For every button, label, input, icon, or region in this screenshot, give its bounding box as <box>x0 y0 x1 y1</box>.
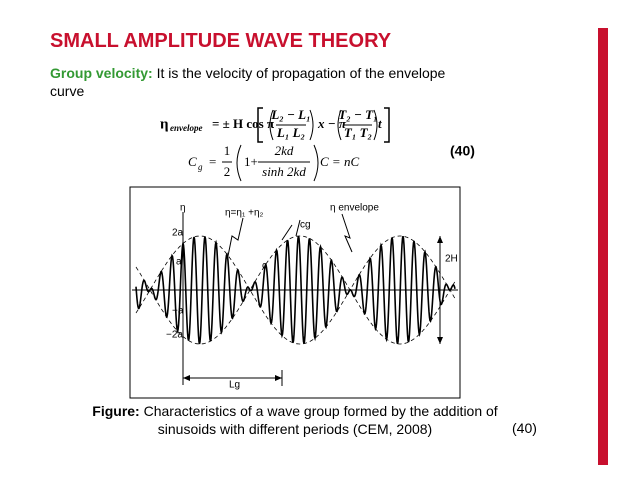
eq-numerator: T₂ − T₁ <box>338 107 377 122</box>
leader-line <box>227 213 353 257</box>
fig-label: η envelope <box>330 203 379 214</box>
equation-1: η envelope = ± H cos π L₂ − L₁ L₁ L₂ x −… <box>160 107 390 143</box>
fig-label: η <box>180 203 186 214</box>
equation-number: (40) <box>450 143 475 159</box>
envelope <box>135 235 456 345</box>
eq-denominator: 2 <box>224 164 231 179</box>
fig-label: −2a <box>166 330 183 341</box>
eq-text: x − π <box>317 116 347 131</box>
bracket <box>257 107 390 143</box>
eq-text: t <box>378 116 382 131</box>
wave-profile <box>135 235 456 345</box>
eq-numerator: L₂ − L₁ <box>270 107 310 122</box>
paren <box>236 144 319 182</box>
envelope <box>135 235 456 345</box>
eq-symbol: η <box>160 116 169 132</box>
caption-label: Figure: <box>92 403 140 419</box>
paren <box>269 109 378 141</box>
eq-subscript: envelope <box>170 123 202 133</box>
fig-label: 2a <box>172 228 184 239</box>
wave-group <box>135 235 456 345</box>
fig-label: η=η₁ +η₂ <box>225 208 264 219</box>
caption-number: (40) <box>512 420 537 436</box>
slide-title: SMALL AMPLITUDE WAVE THEORY <box>50 30 392 52</box>
eq-numerator: 1 <box>224 143 231 158</box>
figure-labels: η η=η₁ +η₂ cg η envelope 2a a −a −2a c 2… <box>166 203 458 391</box>
eq-numerator: 2kd <box>275 143 294 158</box>
intro: Group velocity: It is the velocity of pr… <box>50 64 480 100</box>
eq-symbol: C <box>188 154 197 169</box>
intro-label: Group velocity: <box>50 65 153 81</box>
eq-denominator: T₁ T₂ <box>344 125 372 140</box>
fig-label: 2H <box>445 254 458 265</box>
eq-denominator: sinh 2kd <box>262 164 306 179</box>
eq-subscript: g <box>198 162 203 172</box>
caption: Figure: Characteristics of a wave group … <box>70 402 520 438</box>
accent-bar <box>598 28 608 465</box>
intro-text: It is the velocity of propagation of the… <box>50 65 446 99</box>
fig-label: a <box>176 257 182 268</box>
fig-label: Lg <box>229 380 240 391</box>
fig-label: cg <box>300 220 311 231</box>
eq-text: 1+ <box>244 154 258 169</box>
eq-text: = <box>209 154 216 169</box>
eq-text: = ± H cos π <box>212 116 274 131</box>
fig-label: c <box>262 261 267 272</box>
fig-label: −a <box>172 306 184 317</box>
eq-text: C = nC <box>320 154 359 169</box>
caption-text: Characteristics of a wave group formed b… <box>143 403 498 437</box>
eq-denominator: L₁ L₂ <box>276 125 305 140</box>
equation-2: C g = 1 2 1+ 2kd sinh 2kd C = nC <box>188 143 359 182</box>
